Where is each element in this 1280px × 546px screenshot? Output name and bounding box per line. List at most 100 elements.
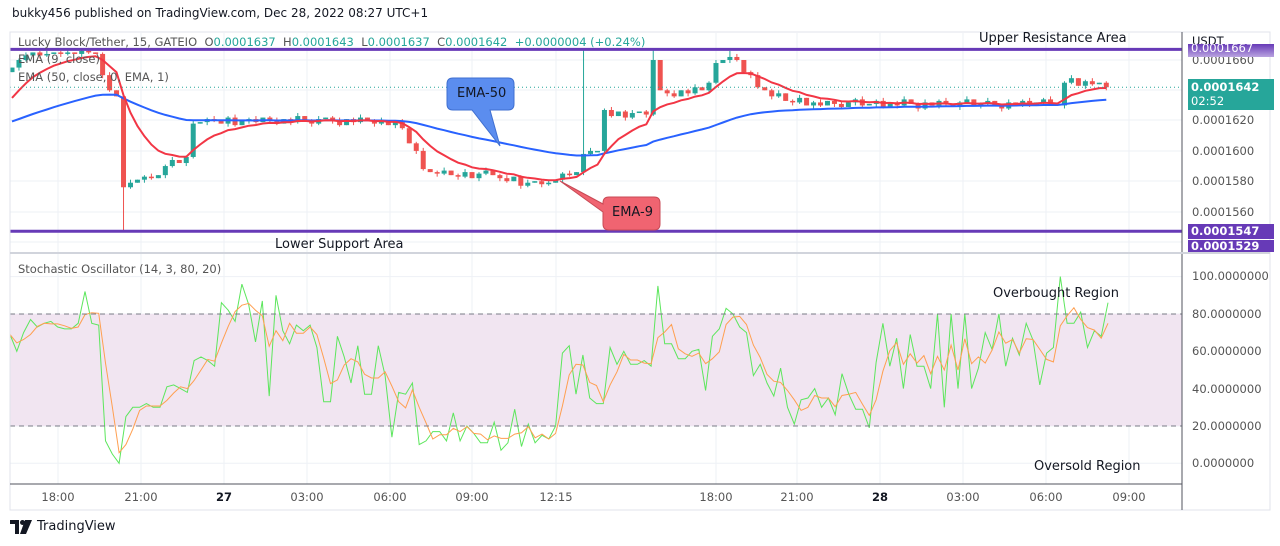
footer-brand[interactable]: TradingView	[10, 519, 116, 534]
candle-body	[922, 102, 928, 109]
candle-body	[685, 90, 691, 94]
candles	[9, 47, 1109, 232]
price-tick: 0.0001620	[1192, 113, 1255, 127]
candle-body	[79, 50, 85, 54]
stoch-tick: 80.0000000	[1192, 307, 1262, 321]
candle-body	[16, 60, 22, 68]
candle-body	[490, 170, 496, 176]
stoch-tick: 20.0000000	[1192, 419, 1262, 433]
close-label: C	[437, 35, 446, 49]
candle-body	[51, 52, 57, 54]
candle-body	[344, 119, 350, 126]
candle-body	[636, 111, 642, 114]
candle-body	[532, 181, 538, 183]
candle-body	[734, 56, 740, 60]
candle-body	[462, 172, 468, 177]
candle-body	[1103, 82, 1109, 88]
support-price-label: 0.0001547	[1188, 224, 1274, 239]
candle-body	[267, 117, 273, 121]
candle-body	[511, 176, 517, 182]
candle-body	[9, 67, 15, 73]
candle-body	[58, 52, 64, 54]
candle-body	[546, 182, 552, 185]
candle-body	[1096, 82, 1102, 85]
ema9-line	[11, 55, 1107, 182]
candle-body	[114, 90, 120, 97]
price-tick: 0.0001560	[1192, 205, 1255, 219]
candle-body	[943, 100, 949, 104]
candle-body	[476, 173, 482, 179]
candle-body	[378, 120, 384, 124]
stoch-tick: 100.0000000	[1192, 269, 1269, 283]
candle-body	[176, 159, 182, 164]
candle-body	[1068, 78, 1074, 83]
candle-body	[964, 99, 970, 103]
lower-support-label: Lower Support Area	[275, 237, 404, 252]
candle-body	[183, 156, 189, 164]
candle-body	[44, 53, 50, 56]
candle-body	[1082, 81, 1088, 86]
candle-body	[783, 93, 789, 101]
candle-body	[629, 113, 635, 118]
high-label: H	[283, 35, 292, 49]
candle-body	[755, 75, 761, 88]
candle-body	[107, 75, 113, 91]
candle-body	[908, 99, 914, 104]
high-value: 0.0001643	[291, 35, 354, 49]
candle-body	[601, 109, 607, 151]
stoch-tick: 40.0000000	[1192, 382, 1262, 396]
candle-body	[797, 97, 803, 103]
indicator-lines	[9, 55, 1109, 465]
candle-body	[127, 182, 133, 188]
candle-body	[162, 166, 168, 176]
candle-body	[866, 103, 872, 106]
candle-body	[594, 150, 600, 153]
candle-body	[148, 176, 154, 179]
candle-body	[790, 100, 796, 103]
candle-body	[218, 120, 224, 124]
stoch-legend[interactable]: Stochastic Oscillator (14, 3, 80, 20)	[18, 262, 222, 276]
candle-body	[1061, 82, 1067, 106]
open-value: 0.0001637	[213, 35, 276, 49]
time-tick: 27	[215, 490, 233, 504]
ema9-callout	[559, 180, 661, 231]
candle-body	[811, 102, 817, 106]
candle-countdown: 02:52	[1191, 94, 1225, 108]
time-tick: 09:00	[1112, 490, 1146, 504]
current-price-label: 0.0001642 02:52	[1188, 79, 1274, 110]
ema9-legend[interactable]: EMA (9, close)	[18, 52, 100, 66]
candle-body	[887, 102, 893, 107]
candle-body	[434, 172, 440, 174]
current-price: 0.0001642	[1191, 80, 1260, 94]
candle-body	[134, 179, 140, 183]
candle-body	[141, 176, 147, 180]
candle-body	[720, 60, 726, 64]
candle-body	[824, 100, 830, 106]
candle-body	[65, 52, 71, 54]
candle-body	[239, 120, 245, 126]
candle-body	[588, 150, 594, 154]
candle-body	[643, 111, 649, 115]
candle-body	[427, 169, 433, 173]
stoch-band	[10, 313, 1182, 426]
candle-body	[762, 87, 768, 91]
candle-body	[37, 52, 43, 56]
candle-body	[364, 117, 370, 121]
candle-body	[1048, 99, 1054, 104]
open-label: O	[204, 35, 214, 49]
candle-body	[553, 179, 559, 183]
candle-body	[323, 117, 329, 120]
time-tick: 18:00	[41, 490, 75, 504]
candle-body	[608, 109, 614, 117]
candle-body	[664, 90, 670, 94]
candle-body	[504, 178, 510, 182]
candle-body	[650, 60, 656, 115]
candle-body	[671, 93, 677, 97]
candle-body	[295, 116, 301, 123]
candle-body	[560, 173, 566, 180]
symbol-name[interactable]: Lucky Block/Tether, 15, GATEIO	[18, 35, 198, 49]
symbol-legend: Lucky Block/Tether, 15, GATEIO O0.000163…	[18, 35, 645, 49]
ema50-legend[interactable]: EMA (50, close, 0, EMA, 1)	[18, 70, 169, 84]
tradingview-logo-icon	[10, 519, 32, 534]
